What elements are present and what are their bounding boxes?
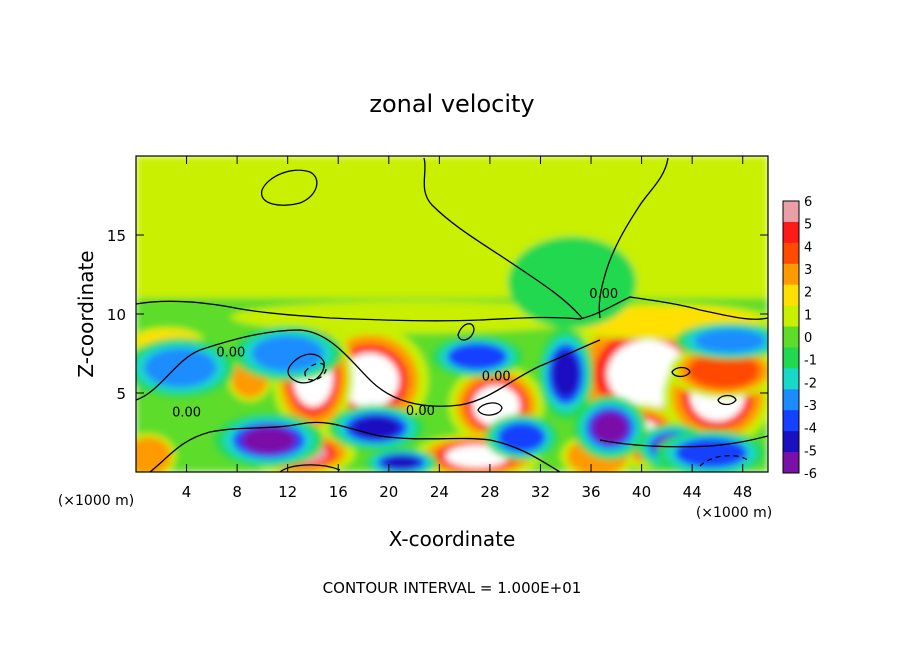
colorbar-tick-label: 5 xyxy=(804,218,812,233)
contour-labels: 0.00 0.00 0.00 0.00 0.00 xyxy=(172,287,618,421)
colorbar-tick-label: -3 xyxy=(804,399,817,414)
x-unit-right: (×1000 m) xyxy=(696,505,772,521)
field-blob-26-shell-3 xyxy=(136,444,163,468)
colorbar-tick-label: -4 xyxy=(804,422,817,437)
colorbar-tick-label: 3 xyxy=(804,263,812,278)
x-tick-label: 36 xyxy=(581,483,600,501)
field-blob-1-shell-3 xyxy=(472,385,520,427)
contour-label-4: 0.00 xyxy=(589,287,618,302)
plot-area: 0.00 0.00 0.00 0.00 0.00 xyxy=(136,156,768,472)
colorbar-tick-label: -2 xyxy=(804,376,817,391)
colorbar-tick-label: 0 xyxy=(804,331,812,346)
field-blob-15-shell-3 xyxy=(352,416,400,440)
x-tick-label: 32 xyxy=(531,483,550,501)
contour-bottom-arc xyxy=(279,464,341,472)
contour-lower-return xyxy=(599,435,768,448)
x-tick-label: 28 xyxy=(480,483,499,501)
colorbar-frame xyxy=(782,200,800,474)
colorbar-swatch xyxy=(783,347,799,369)
colorbar-swatch xyxy=(783,452,799,474)
field-blob-19-shell-3 xyxy=(683,441,739,465)
colorbar-swatch xyxy=(783,305,799,328)
contour-lower-belt xyxy=(136,329,601,407)
colorbar-swatch xyxy=(783,263,799,286)
field-blob-13-shell-3 xyxy=(612,312,722,332)
colorbar-swatch xyxy=(783,431,799,453)
x-tick-label: 44 xyxy=(683,483,702,501)
field-blob-24-shell-3 xyxy=(702,331,758,350)
colorbar-tick-label: -1 xyxy=(804,354,817,369)
contour-dashed-2 xyxy=(699,455,751,467)
contour-line-upper xyxy=(136,296,768,322)
colorbar-swatch xyxy=(783,201,799,223)
y-axis-label: Z-coordinate xyxy=(74,250,98,377)
colorbar-tick-label: -5 xyxy=(804,444,817,459)
colorbar-swatch xyxy=(783,326,799,348)
colorbar-swatch xyxy=(783,410,799,432)
x-unit-left: (×1000 m) xyxy=(58,493,134,509)
colorbar-swatch xyxy=(783,284,799,307)
colorbar-tick-label: 2 xyxy=(804,286,812,301)
contour-dashed-1 xyxy=(304,362,327,381)
y-tick-label: 10 xyxy=(107,306,126,324)
contour-ring-top xyxy=(261,169,318,206)
colorbar-tick-label: 1 xyxy=(804,308,812,323)
colorbar: 6 5 4 3 2 1 0 -1 -2 -3 -4 -5 -6 xyxy=(782,195,817,482)
contour-island xyxy=(457,323,475,341)
contour-label-3: 0.00 xyxy=(482,369,511,384)
x-axis-label: X-coordinate xyxy=(389,527,516,551)
velocity-field xyxy=(136,156,768,472)
contour-tiny-3 xyxy=(671,366,691,378)
y-tick-label: 5 xyxy=(116,385,126,403)
contour-bottom-wave xyxy=(149,421,561,472)
field-blob-12-shell-3 xyxy=(323,309,506,326)
colorbar-swatch xyxy=(783,221,799,244)
colorbar-tick-label: 4 xyxy=(804,240,812,255)
field-blob-21-shell-3 xyxy=(454,346,501,367)
x-axis-ticks: 4 8 12 16 20 24 28 32 36 40 44 48 xyxy=(182,156,752,501)
contour-interval-note: CONTOUR INTERVAL = 1.000E+01 xyxy=(323,579,582,597)
contour-small-ring xyxy=(287,353,325,384)
y-axis-ticks: 5 10 15 xyxy=(107,227,768,403)
field-blob-22-shell-3 xyxy=(152,352,208,383)
contour-label-2: 0.00 xyxy=(406,404,435,419)
contour-label-0: 0.00 xyxy=(216,346,245,361)
contour-tiny-1 xyxy=(477,402,503,416)
colorbar-swatch xyxy=(783,389,799,411)
contour-tiny-2 xyxy=(717,394,737,406)
contour-line-right xyxy=(598,157,669,319)
x-tick-label: 20 xyxy=(379,483,398,501)
colorbar-tick-label: 6 xyxy=(804,195,812,210)
contour-label-1: 0.00 xyxy=(172,406,201,421)
x-tick-label: 40 xyxy=(632,483,651,501)
field-blob-25-shell-3 xyxy=(383,455,420,470)
field-blob-4-shell-3 xyxy=(696,357,752,385)
contour-line-tongue xyxy=(423,157,583,319)
x-tick-label: 48 xyxy=(733,483,752,501)
x-tick-label: 12 xyxy=(278,483,297,501)
colorbar-swatch xyxy=(783,242,799,265)
x-tick-label: 4 xyxy=(182,483,192,501)
colorbar-swatch xyxy=(783,368,799,390)
field-blob-14-shell-3 xyxy=(241,426,297,455)
colorbar-tick-label: -6 xyxy=(804,467,817,482)
y-tick-label: 15 xyxy=(107,227,126,245)
x-tick-label: 8 xyxy=(232,483,242,501)
x-tick-label: 24 xyxy=(430,483,449,501)
x-tick-label: 16 xyxy=(329,483,348,501)
field-blob-17-shell-3 xyxy=(591,411,629,444)
zero-contours xyxy=(136,157,768,472)
field-blob-23-shell-3 xyxy=(260,339,315,368)
chart-title: zonal velocity xyxy=(369,90,534,118)
field-blob-20-shell-3 xyxy=(503,425,540,449)
field-blob-16-shell-3 xyxy=(552,351,580,397)
